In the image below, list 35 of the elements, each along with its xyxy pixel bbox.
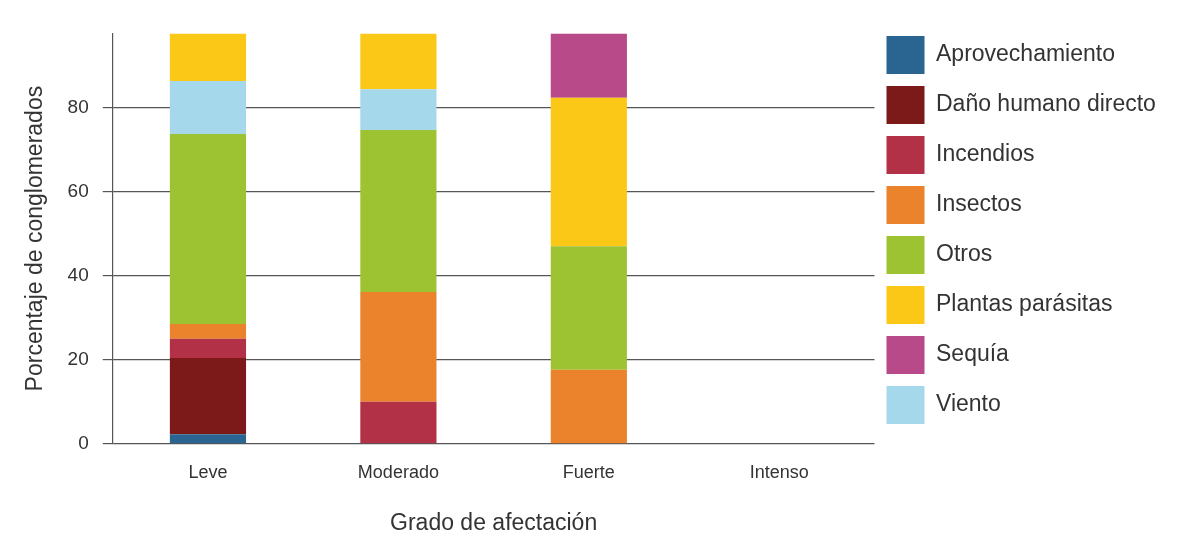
x-axis-title: Grado de afectación (390, 508, 598, 535)
legend-label: Daño humano directo (936, 90, 1156, 117)
bar (360, 33, 437, 90)
bar (550, 369, 627, 444)
legend-label: Insectos (936, 190, 1022, 217)
bar (169, 133, 247, 324)
bar (169, 80, 247, 134)
bar (360, 292, 437, 402)
legend-label: Plantas parásitas (936, 290, 1113, 317)
y-tick-label: 20 (67, 347, 89, 369)
legend-label: Viento (936, 390, 1001, 417)
y-tick-label: 80 (67, 95, 89, 117)
y-axis-title: Porcentaje de conglomerados (21, 85, 48, 392)
bar (550, 97, 627, 247)
legend-label: Sequía (936, 340, 1010, 367)
y-tick-label: 60 (67, 179, 89, 201)
bar (360, 89, 437, 131)
x-tick-label: Intenso (749, 461, 809, 482)
y-tick-label: 40 (67, 263, 89, 285)
bar (169, 338, 247, 359)
legend-label: Aprovechamiento (936, 40, 1115, 67)
legend-label: Otros (936, 240, 993, 267)
x-tick-label: Leve (188, 461, 228, 482)
bar (169, 358, 247, 435)
x-tick-label: Fuerte (562, 461, 615, 482)
bar (169, 33, 247, 81)
bar (550, 33, 627, 98)
bar (169, 434, 247, 444)
bar (550, 246, 627, 370)
legend-label: Incendios (936, 140, 1035, 167)
x-tick-label: Moderado (357, 461, 439, 482)
bar (360, 130, 437, 292)
bar (169, 323, 247, 339)
bar (360, 401, 437, 444)
y-tick-label: 0 (78, 432, 89, 454)
